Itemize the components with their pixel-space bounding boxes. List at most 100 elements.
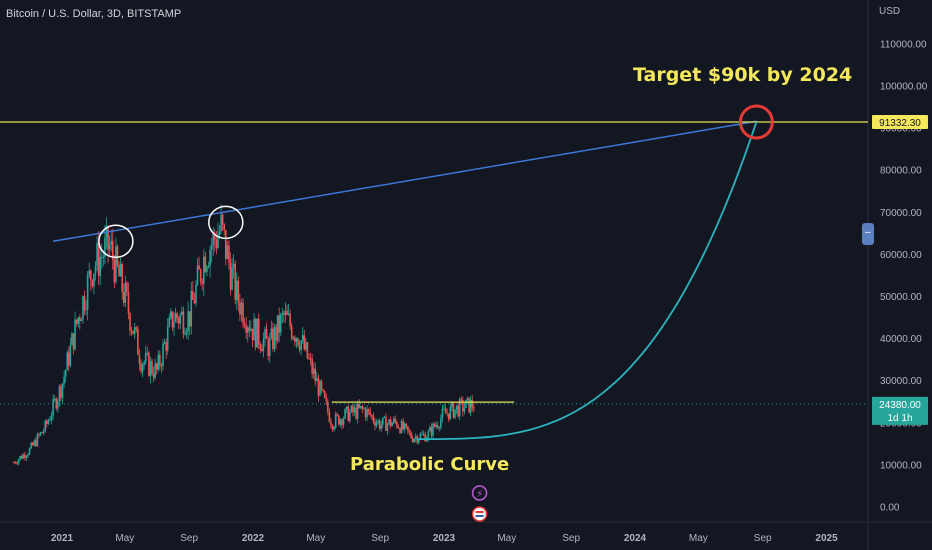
candle-body [143,361,145,365]
flag-stripe [475,511,484,513]
candle-body [301,335,304,341]
minus-icon: – [865,227,871,238]
candle-body [148,352,150,376]
candle-body [410,432,412,438]
candle-body [262,338,265,352]
candle-body [144,352,147,362]
candle-body [206,267,208,272]
candle-body [30,443,32,449]
candle-body [331,425,334,430]
candle-body [342,418,345,425]
candle-body [378,420,381,429]
candle-body [38,434,40,436]
candle-body [133,327,136,335]
candle-body [405,423,408,427]
candle-body [157,354,160,370]
candle-body [176,313,178,319]
candle-body [385,416,387,431]
candle-body [367,408,370,411]
candle-body [309,358,312,360]
candle-body [392,418,395,423]
candle-body [407,426,409,431]
candle-body [174,313,177,323]
candle-body [259,344,262,349]
candle-body [356,403,359,419]
candle-body [458,399,461,417]
current-price-label-bg [872,396,928,425]
candle-body [257,318,260,345]
candle-body [245,326,247,333]
candle-body [438,427,441,429]
countdown-label: 1d 1h [887,413,912,424]
candle-body [237,280,240,303]
candle-body [242,302,244,324]
candle-body [345,406,348,410]
candle-body [317,378,320,396]
candle-body [155,363,158,370]
candle-body [22,454,25,459]
candle-body [306,342,309,359]
candle-body [380,424,383,429]
y-tick-label: 60000.00 [880,250,922,261]
candle-body [173,322,175,328]
candle-body [279,314,282,333]
y-tick-label: 80000.00 [880,166,922,177]
candle-body [210,245,213,250]
candle-body [283,313,285,315]
candle-body [39,432,42,436]
x-tick-label: May [306,533,325,544]
candle-body [457,405,459,417]
candle-body [78,317,81,322]
candle-body [214,232,216,241]
candle-body [334,414,337,428]
candle-body [204,256,207,272]
candle-body [99,257,101,276]
candle-body [451,402,453,407]
candle-body [52,399,54,416]
candle-body [149,361,152,376]
candle-body [254,319,257,348]
candle-body [47,420,50,424]
currency-label[interactable]: USD [879,6,901,17]
candle-body [209,249,211,267]
candle-body [341,419,343,425]
candle-body [333,427,335,430]
candle-body [433,423,436,427]
candle-body [49,419,51,421]
candle-body [20,456,23,459]
flag-stripe [475,515,484,517]
candle-body [322,389,324,392]
candle-body [124,282,127,303]
candle-body [469,399,472,413]
candle-body [440,418,442,428]
target-price-label: 91332.30 [879,118,921,129]
candle-body [168,317,171,327]
candle-body [72,333,75,350]
candle-body [138,354,141,364]
candle-body [352,405,354,413]
candle-body [253,319,255,341]
candle-body [339,419,342,425]
candle-body [187,311,189,332]
candle-body [104,237,106,257]
candle-body [223,224,226,230]
candle-body [108,244,111,250]
candle-body [19,456,21,460]
candle-body [399,428,401,433]
candle-body [140,363,142,372]
candle-body [198,265,200,270]
x-tick-label: 2024 [624,533,647,544]
candle-body [221,214,224,225]
candle-body [77,317,80,324]
candle-body [427,431,430,439]
candle-body [118,264,120,277]
price-scale-handle[interactable]: – [862,223,874,245]
candle-body [217,235,219,248]
candle-body [203,256,205,284]
candle-body [358,403,361,408]
candle-body [275,326,277,341]
candle-body [232,263,235,268]
peak-circle [208,205,244,240]
candle-body [228,245,230,263]
